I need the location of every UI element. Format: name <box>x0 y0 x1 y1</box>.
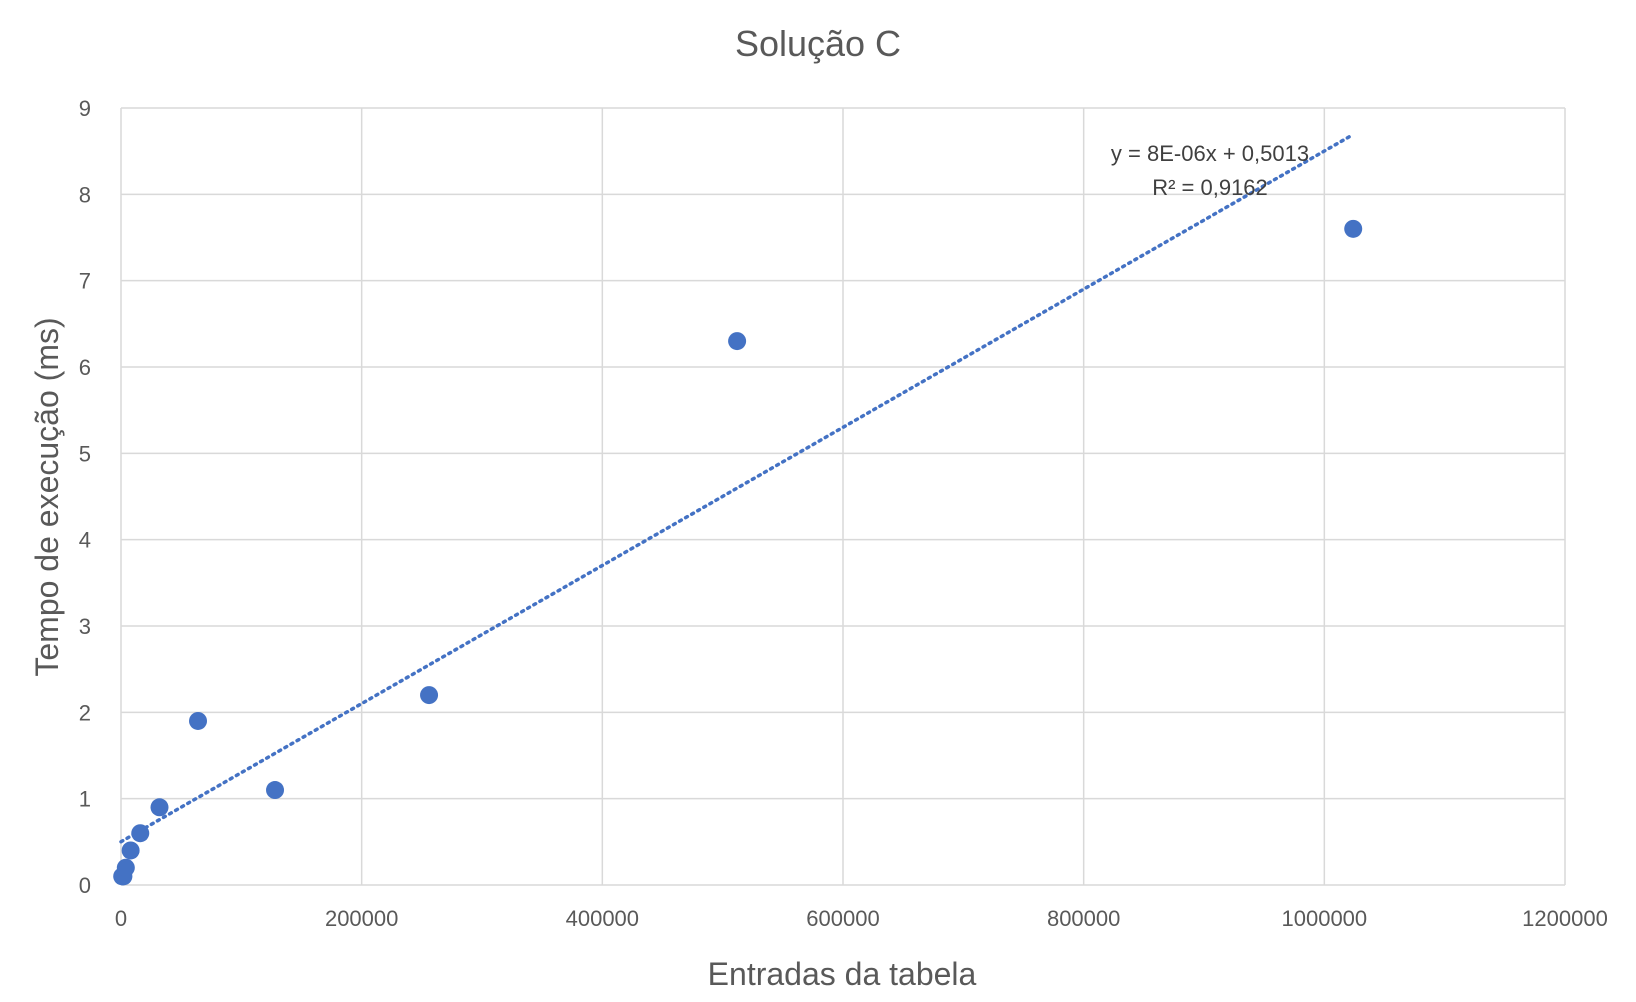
y-tick-label: 1 <box>79 787 91 812</box>
x-axis-tick-labels: 0 200000 400000 600000 800000 1000000 1200000 <box>115 906 1608 931</box>
y-tick-label: 9 <box>79 96 91 121</box>
data-point <box>728 332 747 351</box>
y-tick-label: 6 <box>79 355 91 380</box>
x-tick-label: 1200000 <box>1522 906 1608 931</box>
y-tick-label: 5 <box>79 441 91 466</box>
data-point <box>131 824 150 843</box>
y-axis-title: Tempo de execução (ms) <box>29 317 65 676</box>
data-point <box>1344 219 1363 238</box>
y-tick-label: 3 <box>79 614 91 639</box>
data-point <box>189 711 208 730</box>
trendline-r2: R² = 0,9162 <box>1152 175 1268 200</box>
chart-title: Solução C <box>735 23 901 64</box>
grid-lines <box>120 107 1566 886</box>
x-tick-label: 400000 <box>566 906 639 931</box>
y-tick-label: 0 <box>79 873 91 898</box>
data-point <box>266 781 285 800</box>
x-tick-label: 200000 <box>325 906 398 931</box>
trendline-line <box>119 132 1355 844</box>
data-point <box>121 841 140 860</box>
x-tick-label: 600000 <box>806 906 879 931</box>
x-tick-label: 1000000 <box>1282 906 1368 931</box>
y-tick-label: 8 <box>79 182 91 207</box>
trendline-equation: y = 8E-06x + 0,5013 <box>1111 141 1309 166</box>
data-point <box>420 686 439 705</box>
x-tick-label: 0 <box>115 906 127 931</box>
data-point <box>116 858 135 877</box>
y-tick-label: 4 <box>79 528 91 553</box>
data-points <box>113 219 1363 886</box>
y-tick-label: 7 <box>79 269 91 294</box>
y-tick-label: 2 <box>79 700 91 725</box>
trendline <box>119 132 1355 844</box>
x-tick-label: 800000 <box>1047 906 1120 931</box>
x-axis-title: Entradas da tabela <box>708 956 977 992</box>
data-point <box>150 798 169 817</box>
y-axis-tick-labels: 0 1 2 3 4 5 6 7 8 9 <box>79 96 91 898</box>
